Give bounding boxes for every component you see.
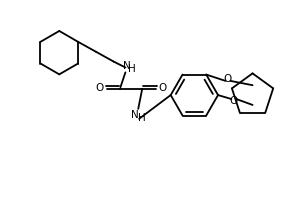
- Text: N: N: [124, 61, 131, 71]
- Text: O: O: [229, 96, 238, 106]
- Text: H: H: [138, 113, 146, 123]
- Text: O: O: [159, 83, 167, 93]
- Text: O: O: [96, 83, 104, 93]
- Text: H: H: [128, 64, 136, 74]
- Text: N: N: [131, 110, 139, 120]
- Text: O: O: [223, 74, 232, 84]
